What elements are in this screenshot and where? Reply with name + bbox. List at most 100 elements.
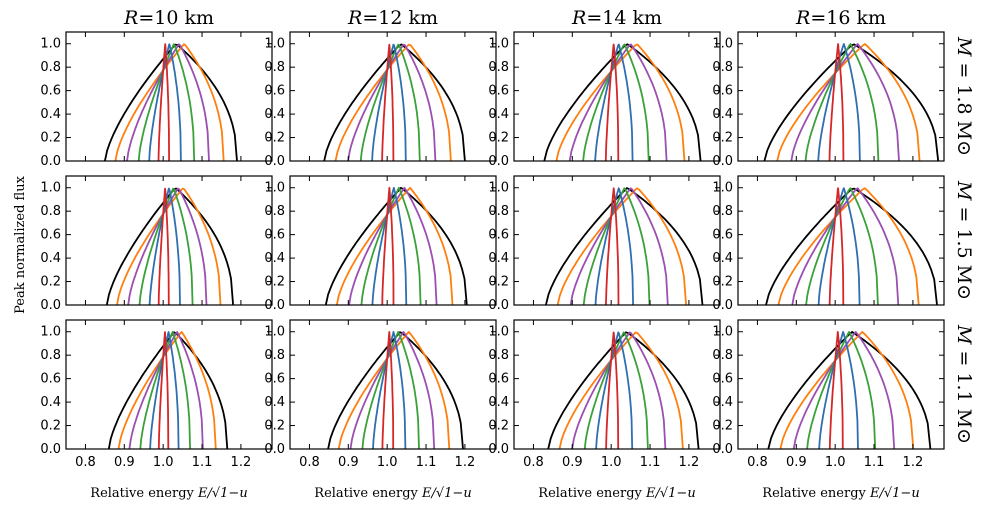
series-curve-1 (327, 331, 464, 449)
y-tick-label: 1.0 (488, 325, 509, 340)
panel-frame (737, 175, 945, 306)
series-curve-2 (558, 331, 684, 449)
y-tick-label: 0.4 (40, 395, 61, 410)
series-curve-3 (126, 43, 210, 161)
curves (104, 43, 238, 161)
panel-frame (289, 319, 497, 450)
y-tick-label: 0.0 (264, 154, 285, 169)
y-tick-label: 0.0 (712, 154, 733, 169)
series-curve-2 (337, 330, 451, 449)
y-tick-label: 0.0 (40, 154, 61, 169)
series-curve-1 (767, 330, 932, 449)
y-tick-label: 0.2 (40, 275, 61, 290)
y-tick-label: 1.0 (264, 37, 285, 52)
series-curve-5 (371, 43, 407, 161)
y-tick-label: 0.2 (264, 419, 285, 434)
curves (545, 187, 704, 305)
series-curve-2 (335, 186, 454, 305)
panel-r3-c2: 0.0 0.2 0.4 0.6 0.8 1.0 0.8 0.9 1.0 1.1 1.2 Relativ… (264, 319, 497, 501)
series-curve-6 (381, 186, 395, 305)
y-tick-label: 0.2 (40, 419, 61, 434)
panel-r2-c1: 0.0 0.2 0.4 0.6 0.8 1.0 (40, 175, 273, 313)
series-curve-6 (157, 331, 170, 449)
y-tick-label: 0.8 (40, 348, 61, 363)
column-title-1: R=10 km (123, 7, 214, 29)
y-tick-label: 0.0 (488, 442, 509, 457)
row-label-1: M = 1.8 M⊙ (953, 36, 975, 156)
curves (763, 43, 940, 161)
y-tick-label: 0.4 (712, 107, 733, 122)
series-curve-3 (127, 187, 208, 305)
y-tick-label: 1.0 (40, 181, 61, 196)
panel-frame (289, 31, 497, 162)
panel-r1-c1: 0.0 0.2 0.4 0.6 0.8 1.0 R=10 km (40, 7, 273, 169)
series-curve-3 (348, 186, 438, 305)
x-tick-label: 1.0 (825, 455, 846, 470)
y-tick-label: 0.8 (264, 348, 285, 363)
series-curve-6 (157, 43, 170, 161)
x-axis-label: Relative energy E/√1−u (314, 486, 471, 501)
series-curve-1 (545, 187, 704, 305)
series-curve-6 (828, 43, 845, 161)
x-axis-label: Relative energy E/√1−u (538, 486, 695, 501)
series-curve-3 (569, 187, 669, 305)
y-tick-label: 0.2 (264, 131, 285, 146)
y-tick-label: 0.6 (712, 228, 733, 243)
y-tick-label: 0.2 (712, 419, 733, 434)
series-curve-4 (804, 43, 880, 161)
series-curve-1 (763, 43, 940, 161)
series-curve-6 (605, 331, 620, 449)
panel-r1-c3: 0.0 0.2 0.4 0.6 0.8 1.0 R=14 km (488, 7, 721, 169)
series-curve-5 (372, 330, 407, 449)
panel-r3-c1: 0.0 0.2 0.4 0.6 0.8 1.0 0.8 0.9 1.0 1.1 1.2 Relativ… (40, 319, 273, 501)
series-curve-6 (157, 187, 170, 305)
y-tick-label: 0.4 (40, 251, 61, 266)
row-label-3: M = 1.1 M⊙ (953, 324, 975, 444)
panel-r3-c3: 0.0 0.2 0.4 0.6 0.8 1.0 0.8 0.9 1.0 1.1 1.2 Relativ… (488, 319, 721, 501)
series-curve-5 (371, 186, 408, 305)
panel-frame (737, 31, 945, 162)
x-tick-label: 1.2 (455, 455, 476, 470)
y-tick-label: 1.0 (488, 181, 509, 196)
y-tick-label: 0.6 (40, 84, 61, 99)
y-tick-label: 0.6 (488, 372, 509, 387)
y-tick-label: 0.4 (40, 107, 61, 122)
y-tick-label: 1.0 (712, 37, 733, 52)
curves (327, 330, 464, 449)
y-tick-label: 0.8 (488, 204, 509, 219)
x-tick-label: 1.0 (601, 455, 622, 470)
y-tick-label: 0.4 (712, 251, 733, 266)
y-tick-label: 0.4 (488, 395, 509, 410)
y-tick-label: 0.2 (488, 131, 509, 146)
x-tick-label: 1.0 (377, 455, 398, 470)
series-curve-6 (604, 43, 620, 161)
series-curve-4 (582, 187, 651, 305)
x-tick-label: 1.1 (416, 455, 437, 470)
y-tick-label: 0.2 (264, 275, 285, 290)
curves (323, 43, 466, 161)
series-curve-3 (347, 43, 437, 161)
y-tick-label: 0.6 (264, 84, 285, 99)
panel-r1-c2: 0.0 0.2 0.4 0.6 0.8 1.0 R=12 km (264, 7, 497, 169)
x-tick-label: 1.1 (640, 455, 661, 470)
panel-frame (513, 31, 721, 162)
y-tick-label: 0.4 (712, 395, 733, 410)
series-curve-3 (349, 330, 436, 449)
y-tick-label: 1.0 (712, 181, 733, 196)
y-tick-label: 0.0 (488, 298, 509, 313)
series-curve-4 (583, 331, 649, 449)
series-curve-4 (805, 187, 879, 305)
panel-frame (65, 31, 273, 162)
series-curve-6 (828, 187, 845, 305)
series-curve-3 (790, 43, 900, 161)
panel-frame (289, 175, 497, 306)
y-tick-label: 0.6 (488, 84, 509, 99)
series-curve-6 (381, 330, 395, 449)
series-curve-3 (791, 187, 900, 305)
series-curve-6 (381, 43, 395, 161)
y-tick-label: 0.8 (712, 60, 733, 75)
series-curve-2 (114, 43, 225, 161)
curves (767, 330, 932, 449)
series-curve-1 (765, 187, 938, 305)
